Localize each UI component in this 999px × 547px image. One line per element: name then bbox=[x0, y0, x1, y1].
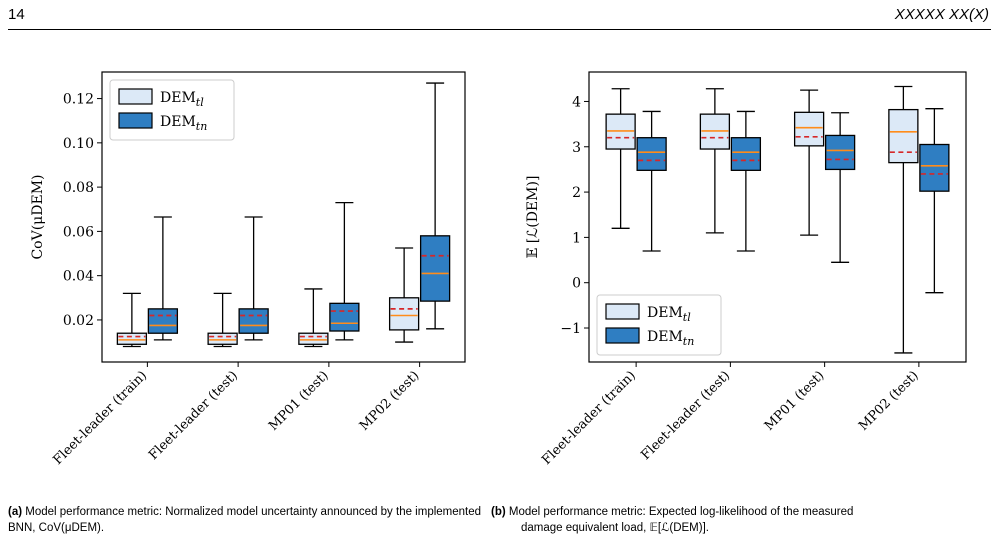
panel-a-tn-2-box bbox=[329, 302, 360, 332]
panel-a-legend-swatch-tl bbox=[118, 88, 153, 105]
panel-b-plot: −1 0 1 2 3 4 Fleet-leader (train) Fleet-leader … bbox=[525, 71, 967, 468]
panel-a-plot: 0.02 0.04 0.06 0.08 0.10 0.12 Fleet-leader (tr… bbox=[30, 71, 466, 468]
panel-a-ylabel: CoV(μDEM) bbox=[30, 174, 46, 259]
panel-a-tl-2-box bbox=[298, 332, 329, 345]
panel-b-ytick-label-1: 0 bbox=[572, 276, 581, 292]
panel-b-tn-1-box bbox=[730, 137, 762, 171]
caption-b: (b) Model performance metric: Expected l… bbox=[491, 504, 991, 536]
panel-a-ytick-label-4: 0.10 bbox=[63, 136, 94, 152]
panel-b-tl-3-box bbox=[888, 108, 919, 164]
panel-b-ylabel: 𝔼 [ℒ(DEM)] bbox=[525, 176, 541, 259]
panel-b-frame bbox=[588, 71, 967, 363]
panel-b-legend-swatch-tl bbox=[605, 303, 640, 320]
panel-a-tn-0-box bbox=[147, 308, 179, 334]
panel-b-tl-2-box bbox=[793, 111, 825, 147]
panel-a-legend-swatch-tn bbox=[118, 112, 153, 129]
panel-a-xtick-label-0: Fleet-leader (train) bbox=[50, 368, 150, 468]
panel-a-ytick-label-3: 0.08 bbox=[63, 180, 94, 196]
panel-b-tn-0-box bbox=[636, 137, 667, 171]
panel-a-legend: DEMtl DEMtn bbox=[109, 79, 235, 141]
panel-b-xtick-label-3: MP02 (test) bbox=[856, 368, 922, 434]
header-rule bbox=[8, 29, 991, 30]
caption-b-line1: Model performance metric: Expected log-l… bbox=[508, 506, 854, 518]
figure-charts: 0.02 0.04 0.06 0.08 0.10 0.12 Fleet-leader (tr… bbox=[30, 71, 967, 468]
panel-b-ytick-label-0: −1 bbox=[560, 321, 581, 337]
panel-b-ytick-label-5: 4 bbox=[572, 94, 581, 110]
panel-a-xtick-label-1: Fleet-leader (test) bbox=[146, 368, 241, 463]
panel-a-ytick-label-1: 0.04 bbox=[63, 269, 94, 285]
caption-a-label: (a) bbox=[8, 506, 23, 518]
panel-a-tl-3-box bbox=[388, 297, 420, 331]
panel-b-legend: DEMtl DEMtn bbox=[596, 294, 722, 356]
caption-b-label: (b) bbox=[491, 506, 506, 518]
page-number: 14 bbox=[8, 6, 25, 23]
panel-a-tn-1-box bbox=[238, 308, 269, 334]
panel-a-legend-label-tn: DEMtn bbox=[160, 114, 207, 133]
panel-a-ytick-label-2: 0.06 bbox=[63, 224, 94, 240]
caption-a: (a) Model performance metric: Normalized… bbox=[8, 504, 488, 536]
panel-b-xtick-label-1: Fleet-leader (test) bbox=[638, 368, 733, 463]
panel-a-xtick-label-2: MP01 (test) bbox=[266, 368, 332, 434]
panel-a-ytick-label-0: 0.02 bbox=[63, 313, 94, 329]
panel-b-legend-label-tl: DEMtl bbox=[647, 305, 691, 324]
panel-a-tl-1-box bbox=[207, 332, 238, 345]
panel-b-ytick-label-4: 3 bbox=[572, 140, 581, 156]
caption-b-line2: damage equivalent load, 𝔼[ℒ(DEM)]. bbox=[521, 522, 709, 534]
panel-b-ytick-label-3: 2 bbox=[572, 185, 581, 201]
panel-a-legend-label-tl: DEMtl bbox=[160, 90, 204, 109]
panel-b-tn-2-box bbox=[824, 134, 856, 171]
panel-a-xtick-label-3: MP02 (test) bbox=[357, 368, 423, 434]
journal-name: XXXXX XX(X) bbox=[894, 6, 989, 23]
panel-b-legend-label-tn: DEMtn bbox=[647, 329, 694, 348]
panel-b-ytick-label-2: 1 bbox=[572, 230, 581, 246]
panel-b-xtick-label-0: Fleet-leader (train) bbox=[539, 368, 639, 468]
caption-a-text: Model performance metric: Normalized mod… bbox=[8, 506, 482, 534]
panel-a-tn-3-box bbox=[419, 235, 451, 302]
panel-b-tn-3-box bbox=[919, 143, 950, 192]
panel-b-legend-swatch-tn bbox=[605, 327, 640, 344]
panel-a-ytick-label-5: 0.12 bbox=[63, 92, 94, 108]
panel-b-xtick-label-2: MP01 (test) bbox=[762, 368, 828, 434]
panel-a-frame bbox=[101, 71, 466, 363]
panel-a-tl-0-box bbox=[116, 332, 148, 345]
